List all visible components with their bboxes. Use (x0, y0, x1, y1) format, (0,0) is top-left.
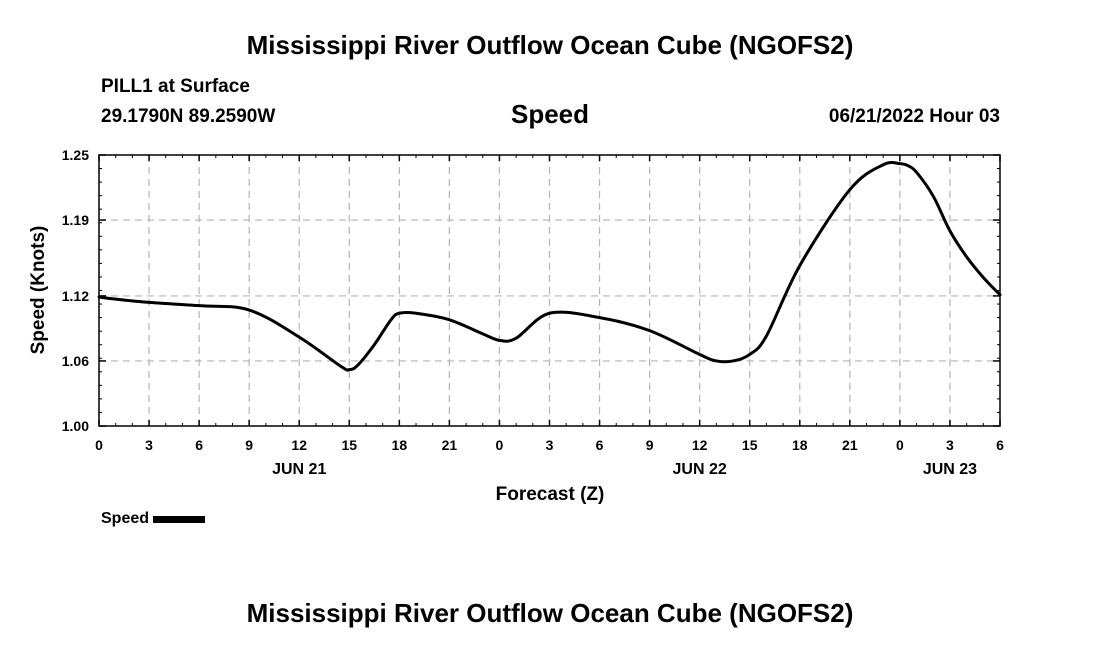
speed-series-line (97, 160, 1002, 372)
x-axis-label: Forecast (Z) (496, 484, 605, 505)
y-tick-label: 1.00 (62, 418, 89, 434)
date-label: JUN 21 (272, 461, 326, 478)
x-tick-label: 21 (842, 437, 858, 453)
x-tick-label: 18 (792, 437, 808, 453)
x-tick-label: 12 (291, 437, 307, 453)
x-tick-label: 9 (245, 437, 253, 453)
y-tick-label: 1.06 (62, 353, 89, 369)
legend-swatch (153, 515, 206, 523)
y-axis-label: Speed (Knots) (28, 226, 49, 355)
variable-title: Speed (510, 99, 590, 129)
x-tick-label: 0 (896, 437, 904, 453)
x-tick-label: 6 (596, 437, 604, 453)
x-tick-label: 3 (946, 437, 954, 453)
x-tick-label: 15 (742, 437, 758, 453)
x-tick-label: 21 (442, 437, 458, 453)
date-label: JUN 23 (923, 461, 977, 478)
x-tick-label: 18 (392, 437, 408, 453)
chart-title: Mississippi River Outflow Ocean Cube (NG… (246, 30, 854, 60)
axis-ticks (98, 154, 1001, 427)
x-tick-label: 3 (546, 437, 554, 453)
x-tick-label: 6 (996, 437, 1004, 453)
y-tick-labels: 1.00 1.06 1.12 1.19 1.25 (62, 147, 89, 434)
x-tick-label: 15 (341, 437, 357, 453)
y-tick-label: 1.12 (62, 288, 89, 304)
y-tick-label: 1.25 (62, 147, 89, 163)
legend: Speed (101, 510, 206, 528)
forecast-timestamp: 06/21/2022 Hour 03 (828, 106, 1000, 127)
date-label: JUN 22 (673, 461, 727, 478)
x-tick-label: 0 (95, 437, 103, 453)
x-tick-label: 6 (195, 437, 203, 453)
date-labels: JUN 21 JUN 22 JUN 23 (272, 461, 977, 478)
grid-lines (99, 155, 1000, 426)
legend-label: Speed (101, 510, 150, 527)
second-chart-title: Mississippi River Outflow Ocean Cube (NG… (246, 598, 854, 628)
station-label: PILL1 at Surface (101, 76, 250, 97)
x-tick-label: 12 (692, 437, 708, 453)
x-tick-label: 0 (496, 437, 504, 453)
x-tick-label: 9 (646, 437, 654, 453)
x-tick-label: 3 (145, 437, 153, 453)
station-coordinates: 29.1790N 89.2590W (101, 106, 276, 127)
y-tick-label: 1.19 (62, 212, 89, 228)
x-tick-labels: 0 3 6 9 12 15 18 21 0 3 6 9 12 15 18 21 0 3 6 (95, 437, 1004, 453)
